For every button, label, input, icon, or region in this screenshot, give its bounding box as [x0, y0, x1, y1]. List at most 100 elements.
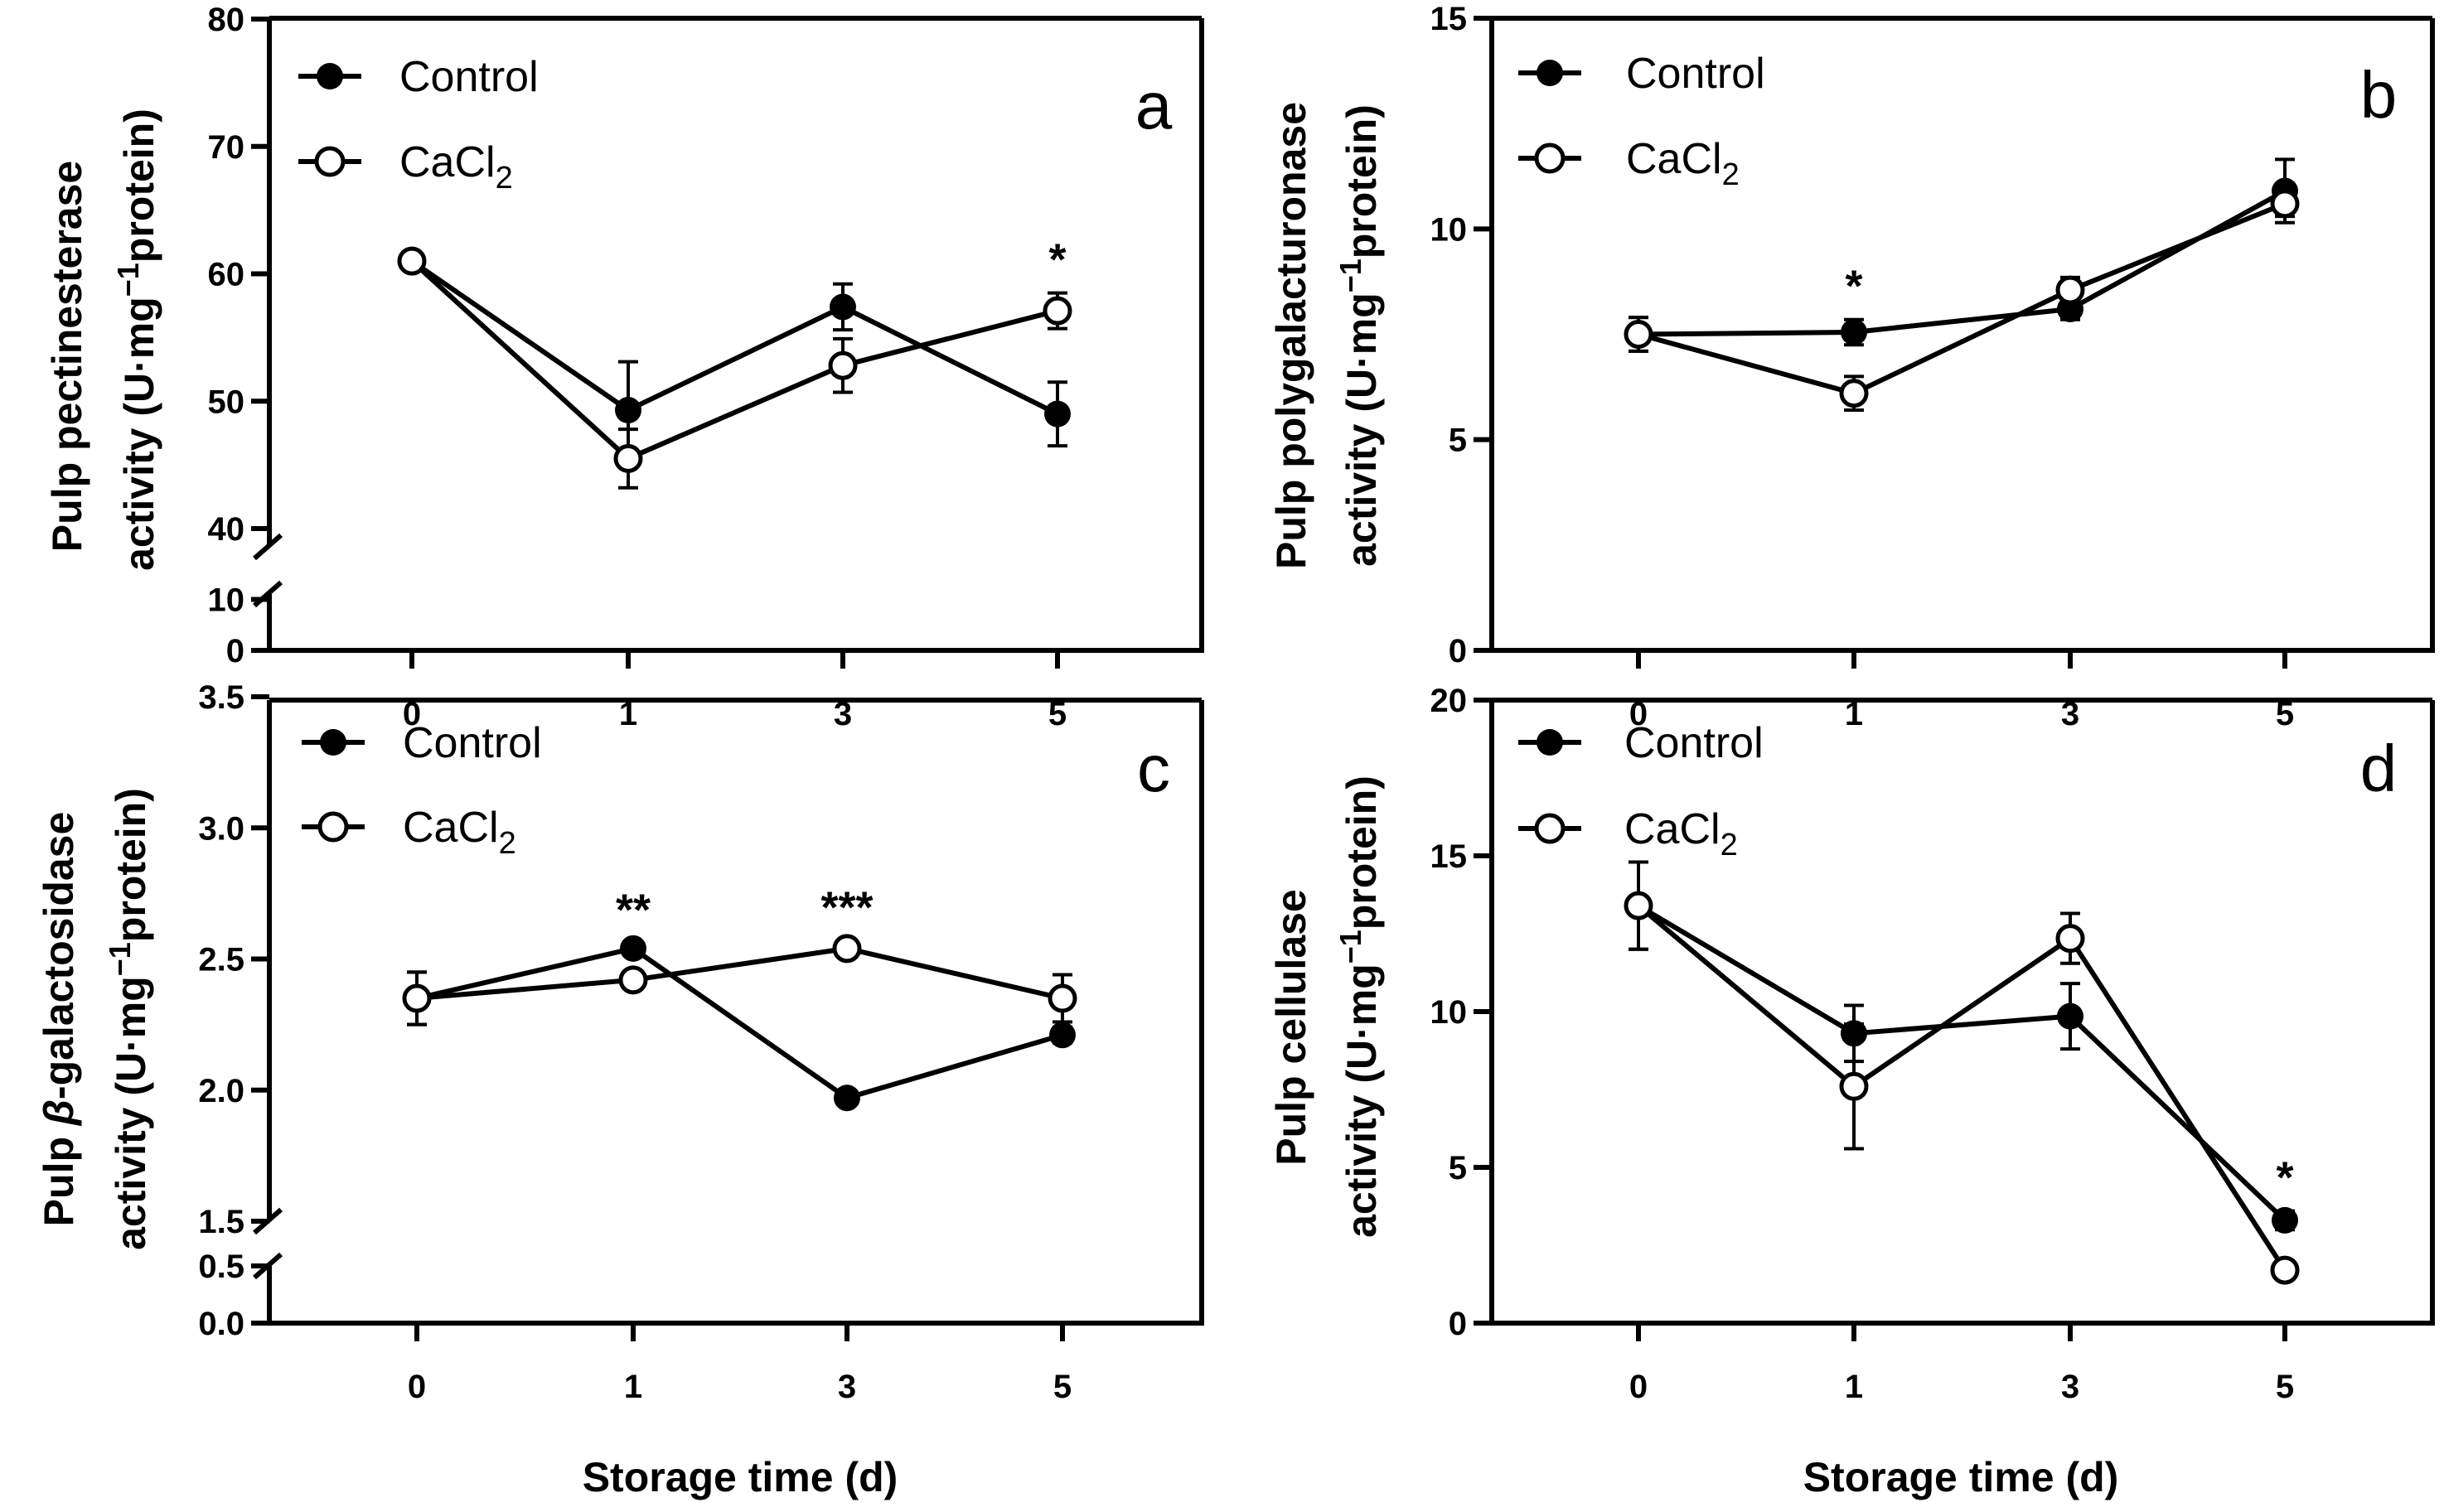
series-cacl2-line	[1637, 903, 2287, 1272]
point-control	[2272, 1206, 2298, 1234]
point-control	[1841, 1020, 1867, 1047]
x-tick-label: 3	[834, 696, 852, 732]
x-tick-label: 0	[403, 696, 421, 732]
series-control-line	[1638, 188, 2287, 337]
point-cacl2	[1043, 296, 1072, 326]
legend-cacl2-sub: 2	[499, 826, 516, 861]
ylabel-line1: Pulp polygalacturonase	[1268, 102, 1314, 569]
y-ticks: 0.0 0.5 1.5 2.0 2.5 3.0 3.5	[198, 679, 269, 1342]
legend-control-label: Control	[399, 53, 539, 101]
point-control	[2057, 1002, 2083, 1030]
significance-markers: ** ***	[616, 882, 874, 935]
y-tick-label: 3.0	[198, 810, 244, 847]
legend-cacl2-sub: 2	[496, 161, 513, 196]
panel-letter: a	[1135, 69, 1173, 143]
x-tick-label: 5	[1053, 1369, 1072, 1405]
legend: Control CaCl2	[1518, 719, 1764, 862]
point-control	[1049, 1022, 1076, 1049]
x-axis-label-left: Storage time (d)	[583, 1454, 898, 1500]
ylabel-line1-pre: Pulp	[36, 1125, 82, 1226]
legend-cacl2-label: CaCl2	[1626, 135, 1740, 192]
legend-cacl2-label: CaCl2	[399, 138, 513, 196]
ylabel-line2: activity (U·mg−1protein)	[103, 788, 154, 1250]
x-tick-label: 3	[2061, 696, 2079, 732]
legend-control-label: Control	[1624, 719, 1764, 767]
axes-frame	[1489, 16, 2435, 653]
panel-b: Pulp polygalacturonase activity (U·mg−1p…	[1268, 1, 2435, 732]
ylabel-line2: activity (U·mg−1protein)	[1333, 104, 1385, 567]
significance-star: *	[2276, 1153, 2293, 1203]
point-cacl2	[1624, 320, 1653, 349]
ylabel-line2: activity (U·mg−1protein)	[111, 109, 162, 571]
legend-control-marker	[1537, 60, 1563, 86]
ylabel-line2-post: protein)	[1338, 104, 1385, 258]
x-tick-label: 3	[2061, 1369, 2079, 1405]
point-cacl2	[832, 934, 862, 964]
y-tick-label: 80	[208, 2, 245, 38]
ylabel-line2-post: protein)	[116, 109, 162, 263]
point-cacl2	[618, 965, 648, 995]
legend-control-marker	[320, 729, 346, 756]
series-layer	[397, 246, 1072, 490]
ylabel-line1: Pulp pectinesterase	[44, 161, 90, 552]
x-tick-label: 0	[408, 1369, 426, 1405]
x-tick-label: 1	[624, 1369, 642, 1405]
point-cacl2	[402, 983, 432, 1013]
y-tick-label: 5	[1449, 1150, 1467, 1186]
significance-markers: *	[1845, 262, 1862, 312]
panel-d: Pulp cellulase activity (U·mg−1protein) …	[1268, 683, 2435, 1405]
ylabel-line2: activity (U·mg−1protein)	[1333, 775, 1385, 1238]
significance-star: *	[1845, 262, 1862, 312]
point-cacl2	[1839, 1071, 1869, 1101]
x-axis-label-right: Storage time (d)	[1803, 1454, 2119, 1500]
y-tick-label: 10	[208, 582, 245, 619]
ylabel-line2-pre: activity (U·mg	[1338, 964, 1385, 1238]
ylabel-line2-sup: −1	[1333, 258, 1367, 292]
legend-cacl2-base: CaCl	[403, 804, 499, 852]
ylabel-line2-pre: activity (U·mg	[108, 976, 154, 1250]
point-cacl2	[397, 246, 427, 276]
significance-markers: *	[1048, 235, 1066, 285]
x-tick-label: 5	[2276, 1369, 2294, 1405]
legend-cacl2-label: CaCl2	[403, 804, 516, 861]
x-tick-label: 5	[1048, 696, 1067, 732]
significance-star: **	[616, 886, 651, 935]
legend-cacl2-marker	[1534, 813, 1566, 844]
y-tick-label: 20	[1430, 683, 1468, 719]
series-control-line	[416, 945, 1063, 1101]
panel-letter: c	[1137, 732, 1170, 805]
y-tick-label: 3.5	[198, 679, 244, 716]
y-tick-label: 5	[1449, 423, 1467, 459]
legend-cacl2-base: CaCl	[399, 138, 496, 186]
point-control	[620, 935, 646, 962]
point-cacl2	[1048, 983, 1077, 1013]
y-tick-label: 15	[1430, 1, 1468, 37]
legend-cacl2-sub: 2	[1722, 157, 1740, 192]
point-cacl2	[1839, 379, 1869, 408]
point-cacl2	[828, 350, 858, 380]
y-tick-label: 60	[208, 257, 245, 293]
ylabel-line2-pre: activity (U·mg	[116, 297, 162, 571]
point-control	[830, 293, 856, 321]
y-tick-label: 0.0	[198, 1306, 244, 1342]
x-ticks: 0 1 3 5	[403, 650, 1067, 732]
x-ticks: 0 1 3 5	[1629, 1323, 2294, 1405]
legend: Control CaCl2	[298, 53, 539, 196]
series-cacl2-line	[1638, 201, 2287, 396]
y-tick-label: 0	[1449, 1306, 1467, 1342]
axes-frame	[253, 16, 1204, 653]
y-tick-label: 15	[1430, 838, 1468, 875]
legend-control-marker	[317, 63, 343, 89]
significance-markers: *	[2276, 1153, 2293, 1203]
ylabel-line2-post: protein)	[108, 788, 154, 942]
x-ticks: 0 1 3 5	[408, 1323, 1072, 1405]
legend-cacl2-marker	[317, 811, 349, 843]
series-layer	[1624, 860, 2300, 1285]
ylabel-line2-pre: activity (U·mg	[1338, 292, 1385, 567]
y-tick-label: 0	[226, 633, 244, 669]
panel-letter: d	[2360, 732, 2398, 805]
y-ticks: 0 10 40 50 60 70 80	[208, 2, 269, 669]
panel-a: Pulp pectinesterase activity (U·mg−1prot…	[44, 2, 1204, 732]
point-cacl2	[613, 443, 643, 473]
